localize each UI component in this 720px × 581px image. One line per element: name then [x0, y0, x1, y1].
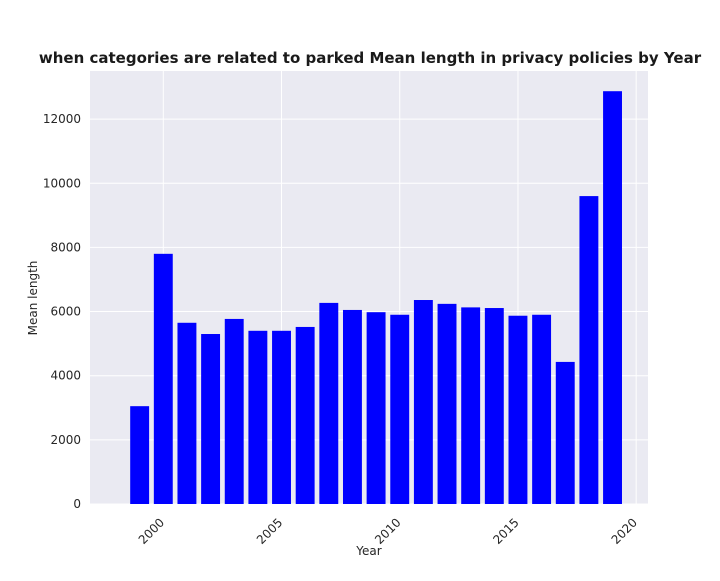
- bar-2019: [603, 91, 622, 504]
- bar-2016: [532, 314, 552, 504]
- bar-2006: [295, 326, 315, 504]
- bar-2007: [319, 302, 339, 504]
- bar-2008: [342, 309, 362, 504]
- bar-2017: [555, 361, 575, 504]
- bar-2001: [177, 322, 197, 504]
- bar-1999: [130, 406, 150, 504]
- bar-2011: [413, 300, 433, 504]
- x-tick-label: 2015: [490, 515, 521, 546]
- y-tick-label: 12000: [43, 112, 81, 126]
- y-tick-label: 2000: [50, 433, 81, 447]
- x-tick-label: 2020: [609, 515, 640, 546]
- bar-2012: [437, 303, 457, 504]
- y-tick-label: 10000: [43, 176, 81, 190]
- x-tick-labels: 2000 2005 2010 2015 2020: [136, 515, 640, 546]
- y-axis-label: Mean length: [26, 261, 40, 336]
- bar-2000: [153, 253, 173, 504]
- bar-2013: [461, 307, 481, 504]
- x-axis-label: Year: [355, 544, 381, 558]
- bar-2010: [390, 314, 410, 504]
- x-tick-label: 2010: [372, 515, 403, 546]
- bars: [130, 91, 622, 505]
- x-tick-label: 2005: [254, 515, 285, 546]
- bar-2015: [508, 315, 528, 504]
- bar-2014: [484, 308, 504, 504]
- bar-2004: [248, 330, 268, 504]
- y-tick-label: 6000: [50, 305, 81, 319]
- y-tick-label: 4000: [50, 369, 81, 383]
- bar-2002: [201, 334, 221, 504]
- y-tick-labels: 0 2000 4000 6000 8000 10000 12000: [43, 112, 81, 511]
- bar-2003: [224, 318, 244, 504]
- bar-2009: [366, 312, 386, 504]
- y-tick-label: 0: [73, 497, 81, 511]
- bar-2018: [579, 196, 599, 505]
- chart-title: when categories are related to parked Me…: [39, 49, 702, 67]
- x-tick-label: 2000: [136, 515, 167, 546]
- y-tick-label: 8000: [50, 240, 81, 254]
- bar-2005: [272, 330, 291, 504]
